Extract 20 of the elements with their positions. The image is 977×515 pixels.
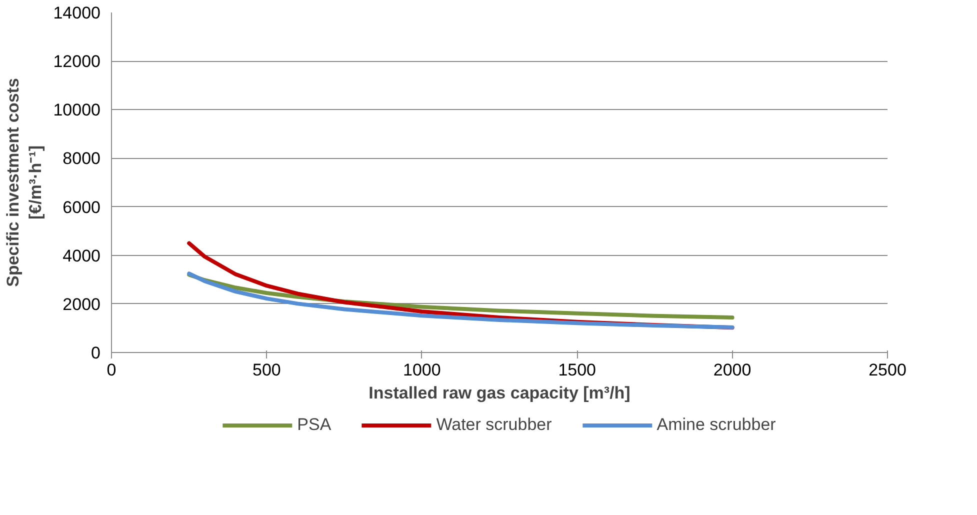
line-series: [187, 272, 734, 330]
y-tick-label: 8000: [62, 149, 101, 168]
legend-label: PSA: [297, 415, 332, 435]
y-tick-label: 12000: [53, 52, 101, 72]
y-tick-label: 10000: [53, 100, 101, 120]
x-tick-label: 0: [106, 360, 116, 380]
legend-label: Water scrubber: [436, 415, 552, 435]
y-tick-label: 0: [91, 344, 101, 362]
x-tick-label: 2500: [868, 360, 906, 380]
x-tick-label: 2000: [713, 360, 752, 380]
legend-label: Amine scrubber: [656, 415, 776, 435]
y-axis-title: Specific investment costs [€/m³·h⁻¹]: [3, 78, 46, 287]
y-tick-label: 6000: [62, 198, 101, 217]
x-tick-label: 500: [252, 360, 281, 380]
x-tick-label: 1000: [402, 360, 441, 380]
y-tick-label: 2000: [62, 294, 101, 314]
y-tick-label: 4000: [62, 246, 101, 266]
x-tick-label: 1500: [558, 360, 596, 380]
x-axis-title: Installed raw gas capacity [m³/h]: [368, 384, 630, 402]
y-tick-label: 14000: [53, 4, 101, 22]
